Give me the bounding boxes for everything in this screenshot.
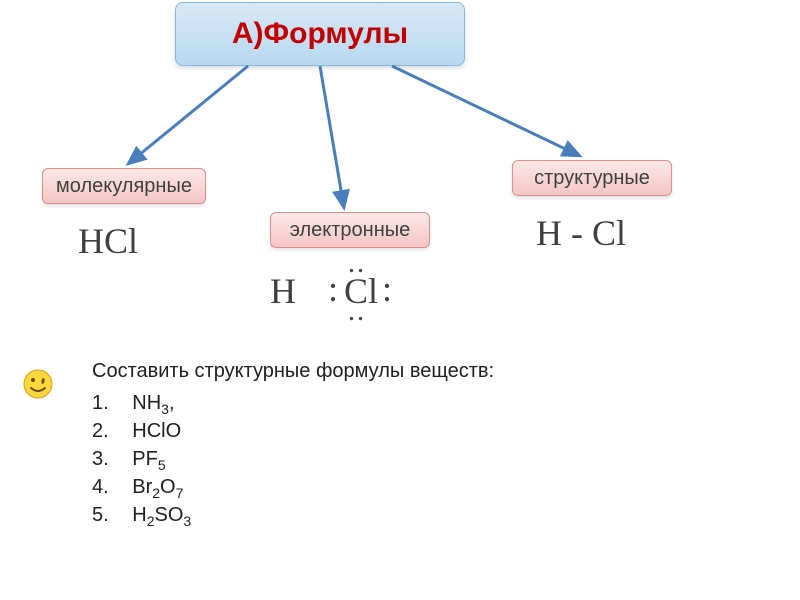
list-formula-2: HClO [132, 420, 181, 442]
list-item-2: 2. HClO [92, 420, 181, 443]
molecular-label: молекулярные [56, 175, 192, 198]
list-item-5: 5. H2SO3 [92, 504, 191, 529]
list-formula-1: NH3, [132, 392, 174, 414]
smiley-icon [22, 368, 54, 400]
list-num-5: 5. [92, 504, 109, 526]
arrow-to-molecular [128, 66, 248, 164]
formula-hcl-structural: H - Cl [536, 212, 626, 254]
list-num-3: 3. [92, 448, 109, 470]
structural-label: структурные [534, 167, 650, 190]
list-item-4: 4. Br2O7 [92, 476, 183, 501]
main-title-box: А)Формулы [175, 2, 465, 66]
electronic-label: электронные [290, 219, 411, 242]
electronic-box: электронные [270, 212, 430, 248]
lewis-h: H [270, 270, 296, 312]
molecular-box: молекулярные [42, 168, 206, 204]
lewis-dots-left: : [328, 268, 338, 310]
formula-hcl-molecular: HCl [78, 220, 138, 262]
list-item-3: 3. PF5 [92, 448, 166, 473]
list-num-4: 4. [92, 476, 109, 498]
list-num-2: 2. [92, 420, 109, 442]
arrow-to-structural [392, 66, 580, 156]
arrow-to-electronic [320, 66, 344, 208]
list-formula-5: H2SO3 [132, 504, 191, 526]
list-formula-3: PF5 [132, 448, 165, 470]
main-title-text: А)Формулы [232, 17, 408, 51]
task-heading: Составить структурные формулы веществ: [92, 360, 494, 383]
lewis-dots-bottom: .. [348, 296, 366, 328]
lewis-dots-right: : [382, 268, 392, 310]
structural-box: структурные [512, 160, 672, 196]
list-num-1: 1. [92, 392, 109, 414]
list-formula-4: Br2O7 [132, 476, 183, 498]
list-item-1: 1. NH3, [92, 392, 175, 417]
lewis-dots-top: .. [348, 248, 366, 280]
